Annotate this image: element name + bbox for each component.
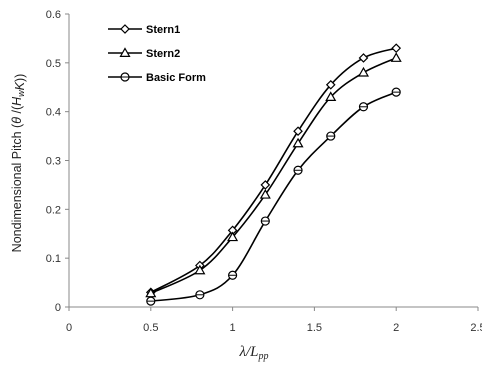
circle-marker	[196, 291, 204, 299]
tick-labels: 0 0.1 0.2 0.3 0.4 0.5 0.6 0 0.5 1 1.5 2 2.5	[46, 9, 482, 334]
legend-label-basic-form: Basic Form	[146, 72, 206, 84]
y-tick-label: 0.3	[46, 156, 61, 168]
y-tick-label: 0.4	[46, 107, 61, 119]
diamond-marker	[294, 127, 302, 135]
y-tick-label: 0.1	[46, 253, 61, 265]
circle-marker	[359, 103, 367, 111]
circle-marker	[392, 88, 400, 96]
x-tick-label: 0	[66, 322, 72, 334]
x-tick-label: 2	[393, 322, 399, 334]
x-axis-label-sub: pp	[258, 351, 269, 362]
diamond-marker	[359, 54, 367, 62]
y-tick-label: 0.2	[46, 204, 61, 216]
circle-marker	[229, 271, 237, 279]
circle-marker	[121, 73, 129, 81]
y-axis-label-part: ))	[13, 74, 27, 82]
circle-marker	[327, 132, 335, 140]
legend: Stern1 Stern2 Basic Form	[108, 24, 206, 84]
y-tick-label: 0.5	[46, 58, 61, 70]
series-line-basic-form	[151, 92, 396, 301]
series-line-stern1	[151, 48, 396, 292]
x-axis-label-main: λ/L	[238, 344, 258, 360]
y-tick-label: 0	[55, 302, 61, 314]
series-line-stern2	[151, 58, 396, 293]
circle-marker	[294, 166, 302, 174]
y-axis-label-part: Nondimensional Pitch (	[10, 123, 24, 252]
y-axis-label: Nondimensional Pitch (θ /(HwK))	[10, 74, 27, 253]
x-axis-label: λ/Lpp	[238, 344, 268, 362]
axes	[69, 14, 478, 307]
triangle-marker	[359, 68, 368, 76]
diamond-marker	[392, 44, 400, 52]
circle-marker	[147, 297, 155, 305]
x-tick-label: 1.5	[307, 322, 322, 334]
diamond-marker	[121, 25, 129, 33]
y-tick-label: 0.6	[46, 9, 61, 21]
triangle-marker	[392, 53, 401, 61]
x-tick-label: 1	[230, 322, 236, 334]
legend-label-stern2: Stern2	[146, 48, 180, 60]
legend-label-stern1: Stern1	[146, 24, 180, 36]
x-tick-label: 2.5	[470, 322, 482, 334]
x-tick-label: 0.5	[143, 322, 158, 334]
circle-marker	[261, 217, 269, 225]
